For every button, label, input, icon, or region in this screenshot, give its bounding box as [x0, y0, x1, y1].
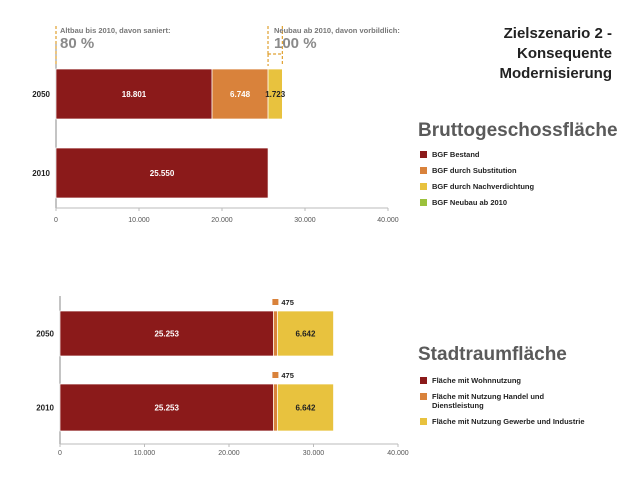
- legend-swatch-1-0: [420, 377, 427, 384]
- legend-item-0-3: BGF Neubau ab 2010: [420, 198, 595, 207]
- bar-1-1-0: [59, 383, 274, 432]
- bar-1-0-1: [273, 310, 278, 357]
- bar-1-0-2: [277, 310, 334, 357]
- legend-label-0-0: BGF Bestand: [432, 150, 480, 159]
- bar-1-1-2: [277, 383, 334, 432]
- x-tick-label-0-0: 0: [54, 217, 58, 224]
- data-marker-1-0-1: [272, 299, 279, 305]
- legend-item-0-2: BGF durch Nachverdichtung: [420, 182, 595, 191]
- bar-0-0-1: [211, 68, 269, 120]
- neubau-annotation-value: 100 %: [274, 35, 317, 52]
- scenario-title: Zielszenario 2 - Konsequente Modernisier…: [499, 25, 612, 82]
- legend-label-0-3: BGF Neubau ab 2010: [432, 198, 508, 207]
- altbau-annotation-value: 80 %: [60, 35, 95, 52]
- category-label-1-0: 2050: [36, 330, 54, 339]
- legend-swatch-1-2: [420, 418, 427, 425]
- x-tick-label-1-3: 30.000: [303, 450, 325, 457]
- legend-item-0-0: BGF Bestand: [420, 150, 595, 159]
- legend-swatch-0-0: [420, 151, 427, 158]
- chart-title-bgf: Bruttogeschossfläche: [418, 120, 618, 141]
- altbau-annotation: Altbau bis 2010, davon saniert: 80 %: [60, 26, 170, 52]
- category-label-0-1: 2010: [32, 169, 50, 178]
- legend-label-0-2: BGF durch Nachverdichtung: [432, 182, 535, 191]
- x-tick-label-1-4: 40.000: [387, 450, 409, 457]
- x-tick-label-1-2: 20.000: [218, 450, 240, 457]
- bar-1-1-1: [273, 383, 278, 432]
- data-marker-1-1-1: [272, 372, 279, 378]
- data-label-1-1-2: 6.642: [295, 404, 316, 413]
- bar-1-0-0: [59, 310, 274, 357]
- legend-item-1-1: Fläche mit Nutzung Handel und Dienstleis…: [420, 392, 595, 410]
- chart-title-stadtraum: Stadtraumfläche: [418, 344, 567, 365]
- category-label-1-1: 2010: [36, 404, 54, 413]
- legend-item-0-1: BGF durch Substitution: [420, 166, 595, 175]
- altbau-annotation-label: Altbau bis 2010, davon saniert:: [60, 26, 171, 35]
- data-label-0-0-2: 1.723: [265, 90, 286, 99]
- legend-bgf: BGF Bestand BGF durch Substitution BGF dur…: [420, 150, 595, 214]
- data-label-1-0-2: 6.642: [295, 330, 316, 339]
- x-tick-label-0-1: 10.000: [128, 217, 150, 224]
- legend-label-1-0: Fläche mit Wohnnutzung: [432, 376, 522, 385]
- x-tick-label-1-0: 0: [58, 450, 62, 457]
- neubau-annotation-label: Neubau ab 2010, davon vorbildlich:: [274, 26, 400, 35]
- category-label-0-0: 2050: [32, 90, 50, 99]
- legend-label-0-1: BGF durch Substitution: [432, 166, 517, 175]
- x-tick-label-1-1: 10.000: [134, 450, 156, 457]
- legend-label-1-1: Fläche mit Nutzung Handel und Dienstleis…: [432, 392, 545, 410]
- data-label-1-1-1: 475: [281, 371, 294, 380]
- legend-swatch-0-1: [420, 167, 427, 174]
- data-label-1-1-0: 25.253: [154, 404, 179, 413]
- x-tick-label-0-2: 20.000: [211, 217, 233, 224]
- bar-0-1-0: [55, 147, 269, 199]
- legend-item-1-0: Fläche mit Wohnnutzung: [420, 376, 595, 385]
- data-label-1-0-0: 25.253: [154, 330, 179, 339]
- legend-item-1-2: Fläche mit Nutzung Gewerbe und Industrie: [420, 417, 595, 426]
- legend-stadtraum: Fläche mit Wohnnutzung Fläche mit Nutzung…: [420, 376, 595, 433]
- data-label-0-0-1: 6.748: [230, 90, 251, 99]
- data-label-0-0-0: 18.801: [122, 90, 147, 99]
- bar-0-0-2: [267, 68, 283, 120]
- data-label-1-0-1: 475: [281, 298, 294, 307]
- data-label-0-1-0: 25.550: [150, 169, 175, 178]
- legend-label-1-2: Fläche mit Nutzung Gewerbe und Industrie: [432, 417, 585, 426]
- x-tick-label-0-3: 30.000: [294, 217, 316, 224]
- legend-swatch-0-3: [420, 199, 427, 206]
- legend-swatch-1-1: [420, 393, 427, 400]
- neubau-annotation: Neubau ab 2010, davon vorbildlich: 100 %: [274, 26, 400, 52]
- x-tick-label-0-4: 40.000: [377, 217, 399, 224]
- legend-swatch-0-2: [420, 183, 427, 190]
